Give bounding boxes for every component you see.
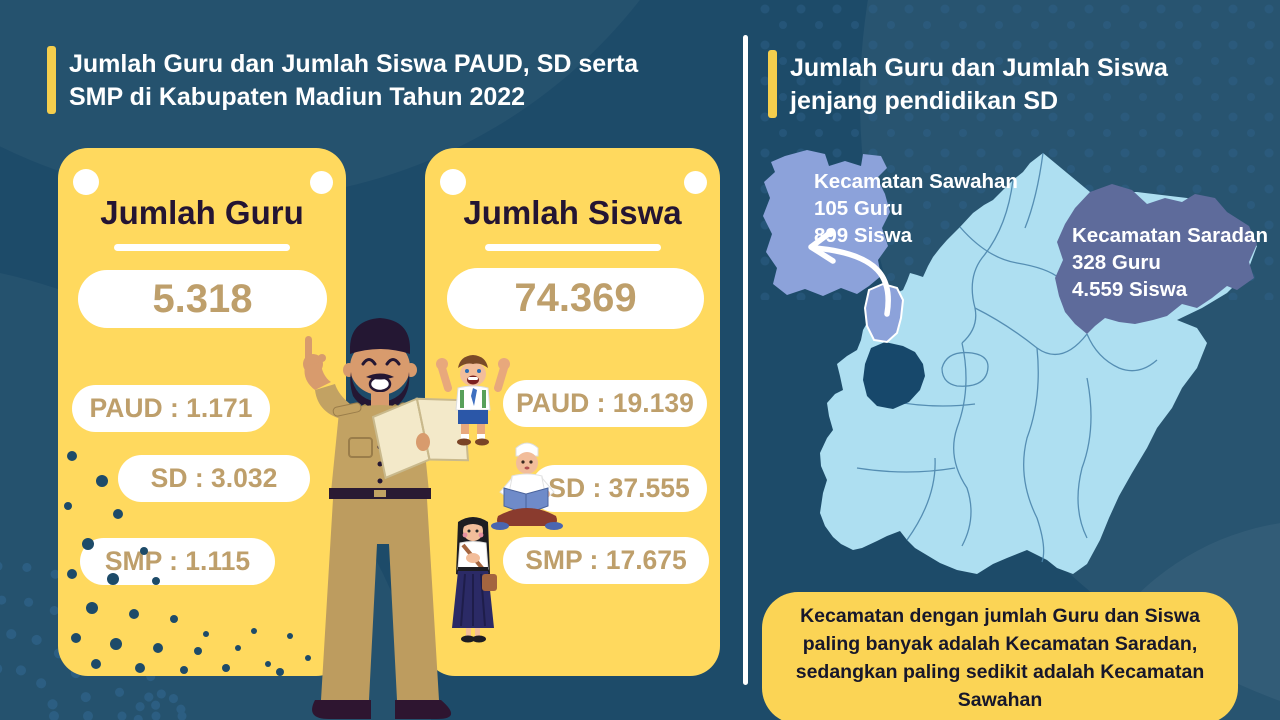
title-accent-bar <box>47 46 56 114</box>
sawahan-name: Kecamatan Sawahan <box>814 170 1018 193</box>
siswa-stat-paud: PAUD : 19.139 <box>503 380 707 427</box>
section-divider <box>743 35 748 685</box>
sawahan-label: Kecamatan Sawahan 105 Guru 899 Siswa <box>814 168 1018 249</box>
sawahan-siswa: 899 Siswa <box>814 224 913 247</box>
conclusion-text: Kecamatan dengan jumlah Guru dan Siswa p… <box>795 605 1205 711</box>
conclusion-note: Kecamatan dengan jumlah Guru dan Siswa p… <box>762 592 1238 720</box>
teacher-illustration <box>303 318 470 719</box>
student-smp-illustration <box>452 517 497 643</box>
saradan-siswa: 4.559 Siswa <box>1072 278 1188 301</box>
sawahan-guru: 105 Guru <box>814 197 903 220</box>
siswa-card-title: Jumlah Siswa <box>463 194 682 231</box>
guru-stat-paud: PAUD : 1.171 <box>72 385 270 432</box>
pin-circle <box>73 169 99 195</box>
district-sawahan <box>863 282 905 344</box>
guru-total: 5.318 <box>78 270 327 328</box>
right-panel-title: Jumlah Guru dan Jumlah Siswa jenjang pen… <box>768 50 1168 118</box>
saradan-label: Kecamatan Saradan 328 Guru 4.559 Siswa <box>1072 222 1268 303</box>
right-title-line1: Jumlah Guru dan Jumlah Siswa <box>790 54 1168 82</box>
title-underline <box>114 244 290 251</box>
title-accent-bar <box>768 50 777 118</box>
left-title-line1: Jumlah Guru dan Jumlah Siswa PAUD, SD se… <box>69 50 639 78</box>
pin-circle <box>684 171 707 194</box>
district-excluded <box>863 342 925 409</box>
saradan-guru: 328 Guru <box>1072 251 1161 274</box>
siswa-stat-sd: SD : 37.555 <box>531 465 707 512</box>
student-paud-illustration <box>436 355 510 446</box>
district-saradan <box>1055 184 1257 334</box>
siswa-total: 74.369 <box>447 268 704 329</box>
saradan-name: Kecamatan Saradan <box>1072 224 1268 247</box>
pin-circle <box>440 169 466 195</box>
curved-arrow-icon <box>808 229 891 317</box>
siswa-stat-smp: SMP : 17.675 <box>503 537 709 584</box>
guru-stat-sd: SD : 3.032 <box>118 455 310 502</box>
left-title-line2: SMP di Kabupaten Madiun Tahun 2022 <box>69 83 526 111</box>
pin-circle <box>310 171 333 194</box>
left-panel-title: Jumlah Guru dan Jumlah Siswa PAUD, SD se… <box>47 46 638 114</box>
student-sd-illustration <box>491 442 563 530</box>
guru-card-title: Jumlah Guru <box>100 194 304 231</box>
kabupaten-madiun-map <box>763 150 1257 574</box>
title-underline <box>484 244 661 251</box>
guru-card: Jumlah Guru 5.318 PAUD : 1.171 SD : 3.03… <box>58 148 346 676</box>
right-title-line2: jenjang pendidikan SD <box>790 87 1059 115</box>
dots-decoration <box>64 451 311 676</box>
